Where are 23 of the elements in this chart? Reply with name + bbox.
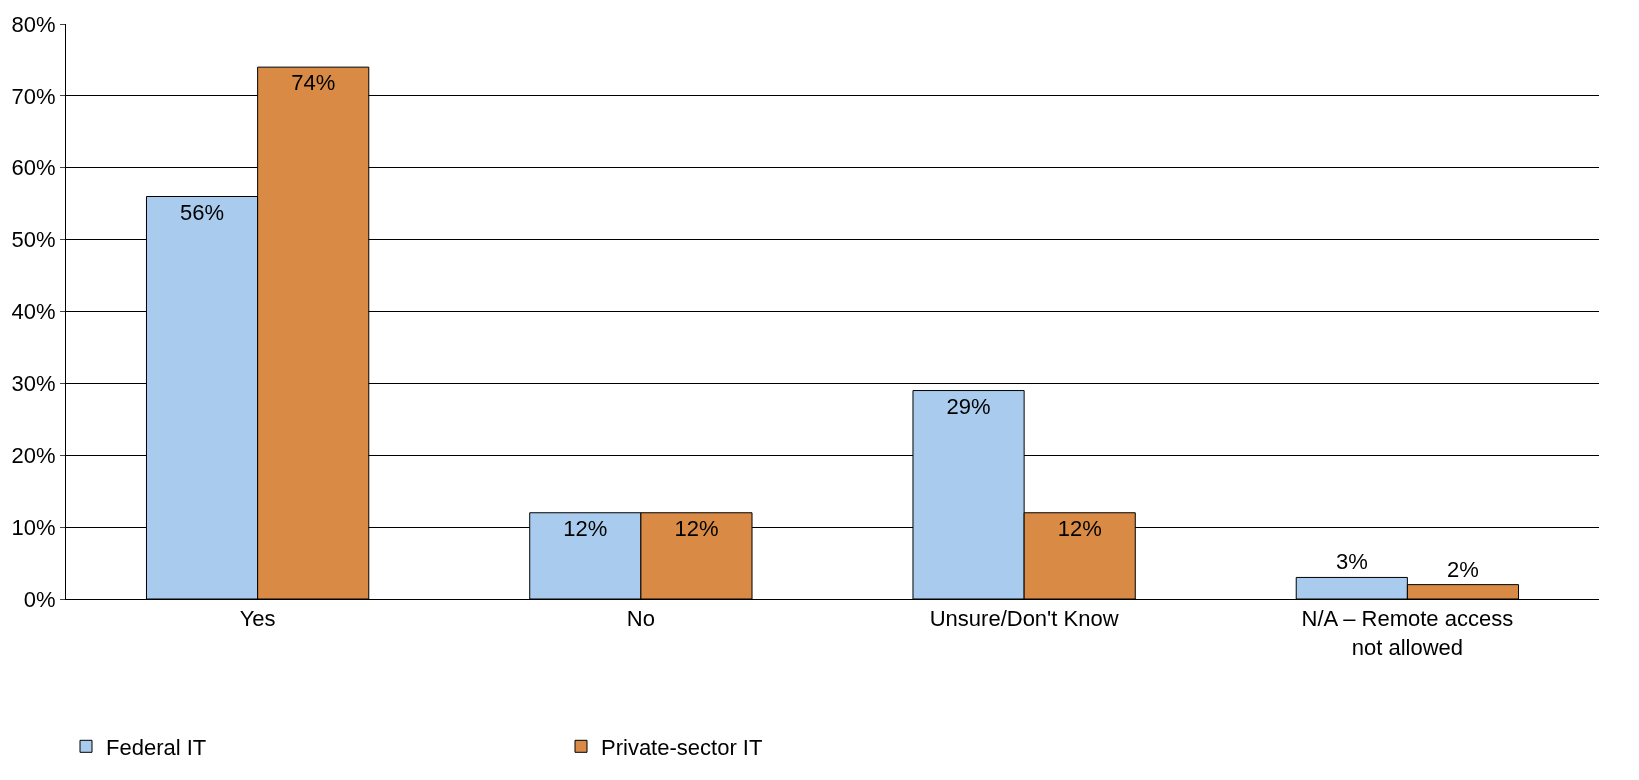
x-tick-label: Yes [239, 606, 276, 632]
y-tick-label: 30% [11, 371, 56, 397]
x-tick-label: N/A – Remote access not allowed [1301, 606, 1514, 660]
y-tick-label: 60% [11, 155, 56, 181]
data-label: 3% [1335, 549, 1368, 575]
data-label: 74% [291, 70, 336, 96]
y-tick-label: 50% [11, 227, 56, 253]
data-label: 29% [946, 393, 991, 419]
legend-label: Private-sector IT [601, 734, 763, 760]
y-tick-label: 20% [11, 442, 56, 468]
data-label: 12% [563, 515, 608, 541]
data-label: 12% [674, 515, 719, 541]
legend-label: Federal IT [106, 734, 207, 760]
y-tick-label: 40% [11, 299, 56, 325]
data-label: 56% [180, 199, 225, 225]
y-tick-label: 10% [11, 514, 56, 540]
y-tick-label: 0% [23, 586, 56, 612]
y-tick-label: 70% [11, 83, 56, 109]
x-tick-label: Unsure/Don't Know [929, 606, 1119, 632]
data-label: 12% [1057, 515, 1102, 541]
x-tick-label: No [626, 606, 655, 632]
y-tick-label: 80% [11, 11, 56, 37]
data-label: 2% [1447, 556, 1479, 582]
